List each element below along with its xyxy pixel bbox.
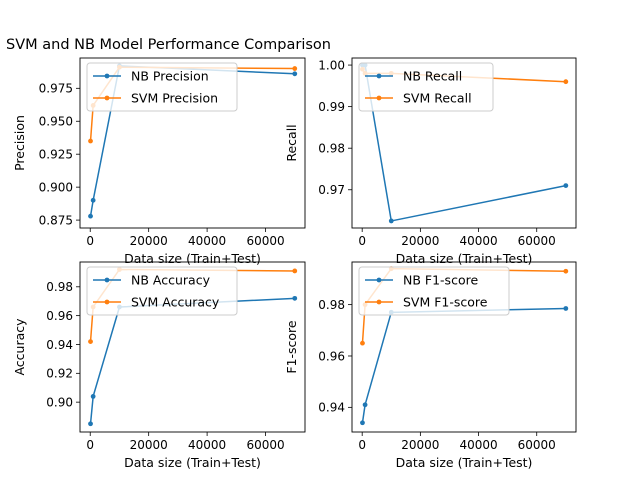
legend-label: SVM Precision: [131, 91, 218, 106]
y-tick-label: 0.94: [318, 401, 345, 415]
axes-frame: [79, 261, 306, 433]
x-tick-label: 0: [86, 438, 94, 452]
data-point: [292, 66, 298, 71]
y-tick-label: 0.98: [318, 141, 345, 155]
y-tick-label: 0.99: [318, 100, 345, 114]
legend-label: SVM Recall: [403, 91, 472, 106]
y-tick-label: 0.97: [318, 183, 345, 197]
y-tick-label: 0.98: [318, 298, 345, 312]
data-point: [563, 268, 569, 274]
legend-swatch-marker: [104, 95, 110, 101]
x-tick-label: 20000: [401, 234, 439, 248]
data-point: [88, 213, 93, 219]
data-point: [360, 420, 365, 426]
data-point: [90, 393, 96, 399]
y-tick-label: 0.96: [46, 309, 73, 323]
data-point: [362, 402, 368, 408]
y-axis-label: F1-score: [284, 320, 299, 374]
legend-frame: [358, 266, 510, 316]
x-tick-label: 60000: [246, 438, 284, 452]
legend-label: NB Accuracy: [131, 273, 211, 288]
legend-frame: [358, 62, 494, 112]
legend-swatch-marker: [104, 299, 110, 305]
subplot-1: 0 20000 40000 60000 0.875 0.900 0.925 0.950 0.97…: [12, 57, 306, 266]
x-tick-label: 20000: [130, 234, 168, 248]
y-tick-label: 0.925: [39, 148, 73, 162]
axes-frame: [351, 57, 577, 229]
data-point: [360, 340, 365, 346]
x-tick-label: 20000: [401, 438, 439, 452]
figure-title: SVM and NB Model Performance Comparison: [6, 37, 331, 53]
data-point: [563, 183, 569, 189]
x-tick-label: 20000: [130, 438, 168, 452]
y-axis-label: Precision: [12, 115, 27, 171]
legend-swatch-marker: [104, 73, 110, 79]
y-tick-label: 0.96: [318, 349, 345, 363]
legend-label: NB F1-score: [403, 273, 478, 288]
legend-label: NB Precision: [131, 69, 209, 84]
legend-swatch-marker: [104, 277, 110, 283]
data-point: [88, 138, 93, 144]
legend: NB F1-score SVM F1-score: [358, 266, 510, 316]
legend-swatch-marker: [376, 95, 382, 101]
legend-frame: [86, 266, 238, 316]
legend-swatch-marker: [376, 73, 382, 79]
y-tick-label: 0.950: [39, 115, 73, 129]
subplot-4: 0 20000 40000 60000 0.94 0.96 0.98 Data size (T…: [284, 261, 577, 470]
x-tick-label: 60000: [246, 234, 284, 248]
x-tick-label: 0: [358, 438, 366, 452]
axes-frame: [351, 261, 577, 433]
legend-label: NB Recall: [403, 69, 462, 84]
legend: NB Recall SVM Recall: [358, 62, 494, 112]
legend-label: SVM Accuracy: [131, 295, 220, 310]
y-tick-label: 0.875: [39, 213, 73, 227]
y-tick-label: 0.90: [46, 395, 73, 409]
legend-label: SVM F1-score: [403, 295, 488, 310]
legend-swatch-marker: [376, 277, 382, 283]
x-tick-label: 40000: [188, 234, 226, 248]
subplots-area: 0 20000 40000 600000.8750.9000.9250.9500.97…: [12, 57, 577, 470]
data-point: [292, 268, 298, 274]
y-tick-label: 0.900: [39, 180, 73, 194]
data-point: [90, 197, 96, 203]
y-axis-label: Recall: [284, 124, 299, 161]
data-point: [292, 71, 298, 77]
data-point: [563, 79, 569, 85]
x-tick-label: 60000: [518, 234, 556, 248]
subplot-3: 0 20000 40000 60000 0.90 0.92 0.94 0.96 0.98 Data…: [12, 261, 306, 470]
y-tick-label: 0.92: [46, 367, 73, 381]
x-tick-label: 40000: [459, 438, 497, 452]
y-tick-label: 0.98: [46, 280, 73, 294]
y-tick-label: 0.975: [39, 82, 73, 96]
x-tick-label: 0: [358, 234, 366, 248]
data-point: [292, 295, 298, 301]
x-tick-label: 0: [86, 234, 94, 248]
data-point: [388, 218, 394, 224]
legend-swatch-marker: [376, 299, 382, 305]
legend: NB Precision SVM Precision: [86, 62, 238, 112]
y-axis-label: Accuracy: [12, 318, 27, 376]
y-tick-label: 0.94: [46, 338, 73, 352]
legend-frame: [86, 62, 238, 112]
x-tick-label: 40000: [459, 234, 497, 248]
x-axis-label: Data size (Train+Test): [124, 455, 261, 470]
x-axis-label: Data size (Train+Test): [124, 251, 261, 266]
axes-frame: [79, 57, 306, 229]
data-point: [563, 306, 569, 311]
x-tick-label: 40000: [188, 438, 226, 452]
x-axis-label: Data size (Train+Test): [396, 455, 533, 470]
data-point: [88, 421, 93, 427]
x-tick-label: 60000: [518, 438, 556, 452]
legend: NB Accuracy SVM Accuracy: [86, 266, 238, 316]
y-tick-label: 1.00: [318, 58, 345, 72]
data-point: [88, 339, 93, 344]
x-axis-label: Data size (Train+Test): [396, 251, 533, 266]
